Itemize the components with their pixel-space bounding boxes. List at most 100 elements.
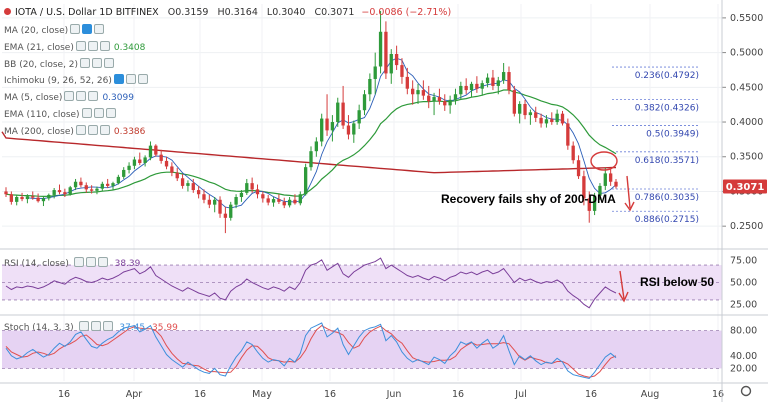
time-tick-label: May	[252, 389, 272, 400]
symbol-header: IOTA / U.S. Dollar 1D BITFINEX O0.3159 H…	[4, 7, 451, 18]
candle-body	[239, 192, 244, 198]
candle-body	[293, 199, 297, 204]
rsi-label: RSI (14, close)	[4, 259, 69, 269]
candle-body	[287, 199, 292, 206]
candle-body	[143, 157, 147, 163]
fib-label: 0.786(0.3035)	[635, 193, 699, 203]
price-tick-label: 0.5500	[730, 13, 763, 24]
gear-icon[interactable]	[76, 91, 87, 102]
candle-body	[271, 199, 276, 203]
close-icon[interactable]	[99, 124, 110, 135]
candle-body	[186, 183, 190, 186]
candle-body	[394, 53, 399, 66]
eye-icon[interactable]	[75, 40, 86, 51]
close-icon[interactable]	[104, 57, 115, 68]
eye-icon[interactable]	[80, 57, 91, 68]
close-icon[interactable]	[97, 257, 108, 267]
stoch-d-path	[5, 324, 617, 378]
last-price-badge	[723, 179, 767, 194]
indicator-value: 0.3408	[113, 42, 146, 53]
candle-body	[411, 88, 415, 95]
gear-icon[interactable]	[85, 257, 96, 267]
time-tick-label: 16	[58, 389, 70, 400]
candle-body	[485, 77, 490, 84]
candle-body	[518, 103, 522, 114]
candle-body	[255, 189, 260, 195]
indicator-legend: EMA (21, close) 0.3408	[4, 40, 146, 53]
fib-label: 0.5(0.3949)	[646, 130, 699, 140]
eye-icon[interactable]	[113, 74, 124, 85]
ohlc-open: O0.3159	[167, 7, 209, 18]
candle-body	[362, 94, 367, 111]
candle-body	[496, 80, 500, 86]
candle-body	[330, 122, 335, 131]
status-dot	[4, 8, 11, 15]
rsi-annotation: RSI below 50	[640, 275, 715, 289]
gear-icon[interactable]	[87, 124, 98, 135]
close-icon[interactable]	[88, 91, 99, 102]
candle-body	[314, 141, 319, 152]
candle-body	[89, 189, 94, 191]
interval[interactable]: 1D	[99, 7, 113, 18]
ohlc-low: L0.3040	[266, 7, 306, 18]
candle-body	[587, 198, 591, 211]
gear-icon[interactable]	[87, 40, 98, 51]
candle-body	[346, 125, 351, 135]
eye-icon[interactable]	[78, 321, 89, 331]
close-icon[interactable]	[99, 40, 110, 51]
candle-body	[523, 103, 527, 116]
gear-icon[interactable]	[90, 321, 101, 331]
close-icon[interactable]	[105, 108, 116, 118]
price-tick-label: 0.5000	[730, 48, 763, 59]
close-icon[interactable]	[102, 321, 113, 331]
candle-body	[566, 123, 570, 146]
eye-icon[interactable]	[70, 24, 81, 34]
eye-icon[interactable]	[75, 124, 86, 135]
stoch-legend: Stoch (14, 3, 3) 37.45 35.99	[4, 321, 178, 333]
candle-body	[501, 72, 506, 81]
price-tick-label: 0.3500	[730, 152, 763, 163]
close-icon[interactable]	[137, 74, 148, 85]
candle-body	[555, 113, 559, 123]
candle-body	[539, 117, 543, 124]
time-tick-label: 16	[712, 389, 724, 400]
gear-icon[interactable]	[93, 108, 104, 118]
candle-body	[614, 181, 618, 187]
price-tick-label: 0.2500	[730, 221, 763, 232]
eye-icon[interactable]	[81, 108, 92, 118]
candle-body	[378, 31, 383, 67]
candle-body	[245, 183, 249, 193]
candle-body	[154, 145, 158, 155]
gear-icon[interactable]	[125, 74, 136, 85]
price-change: −0.0086 (−2.71%)	[361, 7, 452, 18]
stoch-tick-label: 80.00	[730, 326, 757, 337]
candle-body	[175, 172, 179, 179]
candle-body	[368, 78, 372, 95]
fib-label: 0.618(0.3571)	[635, 156, 699, 166]
candle-body	[512, 90, 516, 114]
eye-icon[interactable]	[73, 257, 84, 267]
time-tick-label: 16	[194, 389, 206, 400]
eye-icon[interactable]	[64, 91, 75, 102]
gear-icon[interactable]	[82, 24, 93, 34]
price-annotation: Recovery fails shy of 200-DMA	[441, 192, 616, 206]
candle-body	[528, 112, 533, 116]
indicator-legend: MA (20, close)	[4, 24, 105, 36]
settings-gear-icon	[740, 385, 752, 397]
indicator-legend: MA (5, close) 0.3099	[4, 91, 134, 103]
ma200-line	[1, 131, 617, 174]
symbol-name: IOTA / U.S. Dollar	[15, 7, 97, 18]
gear-icon[interactable]	[92, 57, 103, 68]
stoch-k-value: 37.45	[119, 323, 146, 333]
price-tick-label: 0.4500	[730, 82, 763, 93]
indicator-label: EMA (110, close)	[4, 110, 80, 120]
candle-body	[405, 76, 409, 89]
close-icon[interactable]	[94, 24, 105, 34]
stoch-tick-label: 20.00	[730, 363, 757, 374]
indicator-legend: BB (20, close, 2)	[4, 57, 115, 70]
indicator-legend: EMA (110, close)	[4, 108, 116, 120]
candle-body	[448, 99, 452, 106]
ma200-path	[1, 131, 617, 174]
candle-body	[4, 191, 8, 195]
